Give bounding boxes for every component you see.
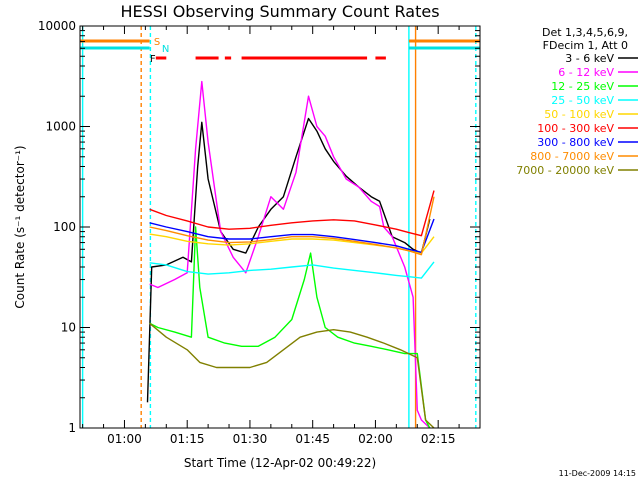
x-tick-label: 01:15 bbox=[170, 432, 205, 446]
x-axis-label: Start Time (12-Apr-02 00:49:22) bbox=[184, 456, 376, 470]
series-group bbox=[146, 80, 435, 429]
vertical-markers bbox=[81, 26, 477, 428]
y-tick-label: 100 bbox=[53, 220, 76, 234]
axes: 1 10 100 1000 10000 01:00 01:15 01:30 01:45 02:00… bbox=[38, 19, 481, 446]
y-tick-label: 10000 bbox=[38, 19, 76, 33]
flare-flag-label: F bbox=[150, 54, 156, 65]
y-tick-label: 10 bbox=[61, 321, 76, 335]
series-line-5 bbox=[149, 190, 435, 237]
legend-entry-8: 7000 - 20000 keV bbox=[516, 164, 614, 177]
plot-frame bbox=[79, 25, 481, 429]
y-axis-label: Count Rate (s⁻¹ detector⁻¹) bbox=[13, 145, 27, 308]
x-tick-label: 01:00 bbox=[107, 432, 142, 446]
saa-flag-label: S bbox=[154, 37, 160, 48]
x-tick-label: 02:15 bbox=[421, 432, 456, 446]
x-tick-label: 01:30 bbox=[233, 432, 268, 446]
legend-entry-3: 25 - 50 keV bbox=[551, 94, 614, 107]
y-tick-label: 1 bbox=[68, 421, 76, 435]
series-line-0 bbox=[146, 117, 431, 403]
legend-header-0: Det 1,3,4,5,6,9, bbox=[542, 26, 628, 39]
legend-entry-4: 50 - 100 keV bbox=[544, 108, 614, 121]
status-flags: SNF bbox=[80, 37, 480, 65]
series-line-8 bbox=[149, 322, 435, 429]
legend-header-1: FDecim 1, Att 0 bbox=[543, 39, 628, 52]
legend-entry-6: 300 - 800 keV bbox=[537, 136, 614, 149]
night-flag-label: N bbox=[162, 44, 169, 55]
series-line-3 bbox=[149, 261, 435, 279]
legend-entry-2: 12 - 25 keV bbox=[551, 80, 614, 93]
y-tick-label: 1000 bbox=[45, 120, 76, 134]
x-tick-label: 01:45 bbox=[295, 432, 330, 446]
series-line-6 bbox=[149, 218, 435, 254]
legend-entry-1: 6 - 12 keV bbox=[558, 66, 614, 79]
series-line-1 bbox=[149, 80, 431, 429]
legend-entry-5: 100 - 300 keV bbox=[537, 122, 614, 135]
legend: Det 1,3,4,5,6,9,FDecim 1, Att 03 - 6 keV… bbox=[516, 26, 638, 177]
chart-title: HESSI Observing Summary Count Rates bbox=[120, 2, 439, 21]
series-line-7 bbox=[149, 196, 435, 256]
x-tick-label: 02:00 bbox=[358, 432, 393, 446]
generated-timestamp: 11-Dec-2009 14:15 bbox=[559, 469, 636, 478]
legend-entry-7: 800 - 7000 keV bbox=[530, 150, 614, 163]
legend-entry-0: 3 - 6 keV bbox=[565, 52, 614, 65]
series-line-2 bbox=[149, 226, 431, 429]
